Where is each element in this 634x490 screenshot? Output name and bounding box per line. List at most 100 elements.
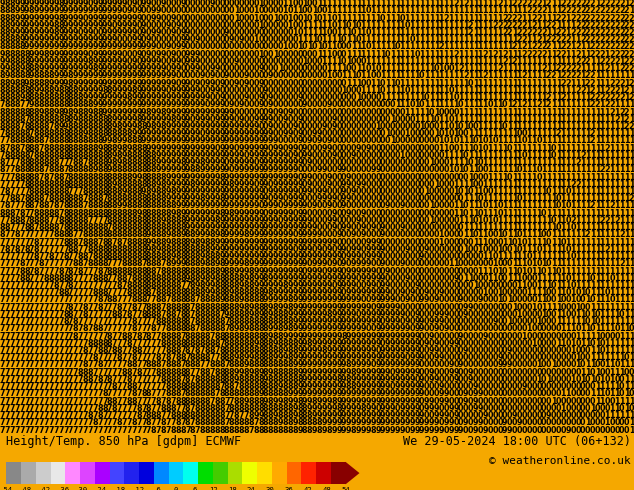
Text: 9: 9 [171, 252, 176, 261]
Text: 7: 7 [141, 425, 146, 435]
Text: 0: 0 [390, 201, 396, 211]
Text: 9: 9 [68, 49, 74, 59]
Text: 0: 0 [365, 216, 371, 225]
Text: 9: 9 [185, 100, 190, 109]
Text: 0: 0 [468, 404, 474, 413]
Text: 1: 1 [604, 361, 610, 369]
Text: 1: 1 [448, 259, 454, 269]
Text: 7: 7 [0, 267, 5, 275]
Text: 9: 9 [165, 43, 171, 51]
Text: 0: 0 [463, 209, 469, 218]
Text: 0: 0 [410, 295, 415, 304]
Text: 0: 0 [512, 238, 517, 246]
Text: 0: 0 [205, 14, 210, 23]
Text: 9: 9 [380, 230, 385, 240]
Text: 1: 1 [629, 332, 634, 341]
Text: 7: 7 [102, 194, 108, 203]
Text: 1: 1 [458, 72, 463, 80]
Text: 8: 8 [219, 324, 224, 333]
Text: 8: 8 [112, 252, 117, 261]
Text: 1: 1 [327, 64, 332, 73]
Text: 8: 8 [175, 216, 181, 225]
Text: 0: 0 [488, 259, 493, 269]
Text: 0: 0 [365, 172, 371, 182]
Text: 0: 0 [477, 368, 483, 377]
Text: 7: 7 [122, 425, 127, 435]
Text: 7: 7 [44, 288, 49, 297]
Text: 1: 1 [512, 64, 517, 73]
Text: 0: 0 [238, 93, 244, 102]
Text: 1: 1 [390, 0, 396, 8]
Text: 8: 8 [195, 238, 200, 246]
Text: 8: 8 [273, 361, 278, 369]
Text: 0: 0 [434, 267, 439, 275]
Text: 9: 9 [156, 72, 161, 80]
Text: 9: 9 [263, 281, 269, 290]
Text: 0: 0 [243, 49, 249, 59]
Text: 9: 9 [365, 404, 371, 413]
Text: 0: 0 [317, 151, 322, 160]
Text: 7: 7 [141, 324, 146, 333]
Text: 9: 9 [346, 194, 351, 203]
Text: 0: 0 [361, 245, 366, 254]
Text: 0: 0 [209, 43, 215, 51]
Text: 8: 8 [73, 216, 79, 225]
Text: 0: 0 [341, 136, 347, 146]
Text: 9: 9 [390, 332, 396, 341]
Text: 9: 9 [341, 259, 347, 269]
Text: 0: 0 [551, 375, 556, 384]
Text: 9: 9 [346, 339, 351, 348]
Text: 2: 2 [555, 129, 561, 138]
Text: 1: 1 [575, 122, 581, 131]
Text: 0: 0 [365, 43, 371, 51]
Text: 9: 9 [127, 78, 132, 88]
Text: 8: 8 [263, 425, 269, 435]
Text: 1: 1 [614, 411, 619, 420]
Text: 8: 8 [131, 187, 137, 196]
Text: 0: 0 [482, 216, 488, 225]
Text: 7: 7 [97, 310, 103, 319]
Text: 8: 8 [87, 375, 93, 384]
Text: 1: 1 [624, 194, 630, 203]
Text: 8: 8 [190, 267, 195, 275]
Text: 1: 1 [414, 28, 420, 37]
Text: 9: 9 [82, 28, 88, 37]
Text: 1: 1 [399, 100, 405, 109]
Text: 0: 0 [327, 115, 332, 124]
Text: 0: 0 [200, 78, 205, 88]
Text: 0: 0 [404, 21, 410, 30]
Text: 9: 9 [34, 14, 39, 23]
Text: 2: 2 [468, 28, 474, 37]
Text: 7: 7 [4, 390, 10, 398]
Text: 0: 0 [190, 0, 195, 8]
Text: 2: 2 [604, 57, 610, 66]
Text: 7: 7 [82, 288, 88, 297]
Text: 0: 0 [332, 86, 337, 95]
Text: 1: 1 [575, 100, 581, 109]
Text: 0: 0 [468, 281, 474, 290]
Text: 9: 9 [219, 151, 224, 160]
Text: 1: 1 [341, 72, 347, 80]
Text: 8: 8 [58, 180, 64, 189]
Text: 8: 8 [68, 238, 74, 246]
Text: 8: 8 [175, 303, 181, 312]
Text: 1: 1 [517, 115, 522, 124]
Text: 0: 0 [361, 93, 366, 102]
Text: 8: 8 [126, 129, 132, 138]
Text: 1: 1 [536, 288, 541, 297]
Text: 2: 2 [566, 35, 571, 44]
Text: 8: 8 [87, 172, 93, 182]
Text: 0: 0 [566, 353, 571, 362]
Text: 1: 1 [419, 93, 425, 102]
Text: 9: 9 [249, 151, 254, 160]
Text: 0: 0 [356, 223, 361, 232]
Text: 0: 0 [190, 78, 195, 88]
Text: 8: 8 [185, 259, 191, 269]
Text: 0: 0 [444, 107, 449, 117]
Text: 1: 1 [604, 172, 610, 182]
Text: 9: 9 [234, 245, 239, 254]
Text: 9: 9 [93, 35, 98, 44]
Text: 8: 8 [141, 194, 146, 203]
Text: 9: 9 [361, 209, 366, 218]
Text: 0: 0 [361, 252, 366, 261]
